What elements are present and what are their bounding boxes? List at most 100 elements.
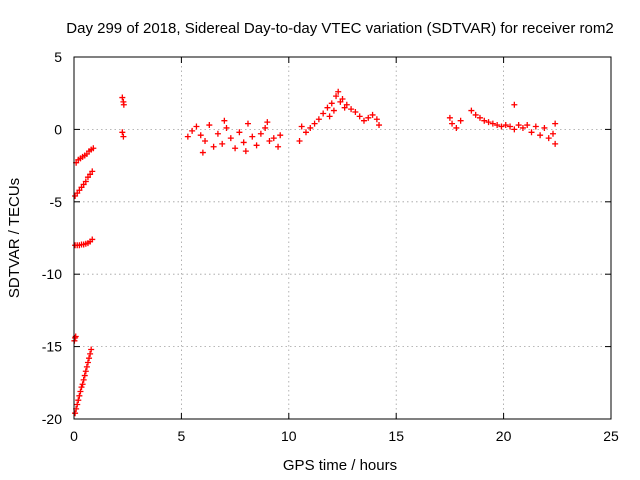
data-point — [221, 117, 228, 124]
data-point — [511, 101, 518, 108]
data-point — [315, 116, 322, 123]
data-point — [511, 126, 518, 133]
data-points — [71, 88, 559, 417]
data-point — [232, 145, 239, 152]
data-point — [270, 135, 277, 142]
tick-labels: 0 5 10 15 20 25 -20 -15 -10 -5 0 5 — [42, 49, 619, 444]
data-point — [76, 392, 83, 399]
data-point — [356, 113, 363, 120]
data-point — [457, 117, 464, 124]
data-point — [88, 346, 95, 353]
data-point — [89, 236, 96, 243]
data-point — [324, 104, 331, 111]
x-tick-label: 0 — [70, 428, 78, 444]
x-tick-label: 15 — [388, 428, 404, 444]
data-point — [83, 363, 90, 370]
data-point — [189, 127, 196, 134]
y-tick-label: -15 — [42, 339, 62, 355]
data-point — [373, 116, 380, 123]
data-point — [335, 88, 342, 95]
data-point — [502, 122, 509, 129]
data-point — [468, 107, 475, 114]
data-point — [330, 107, 337, 114]
series-arc-h — [296, 88, 383, 144]
data-point — [545, 135, 552, 142]
data-point — [257, 130, 264, 137]
x-tick-label: 25 — [603, 428, 619, 444]
data-point — [524, 122, 531, 129]
y-tick-label: -10 — [42, 266, 62, 282]
data-point — [74, 401, 81, 408]
data-point — [82, 178, 89, 185]
data-point — [307, 124, 314, 131]
data-point — [365, 114, 372, 121]
data-point — [120, 101, 127, 108]
data-point — [552, 140, 559, 147]
data-point — [240, 139, 247, 146]
data-point — [214, 130, 221, 137]
data-point — [360, 117, 367, 124]
series-arc-g — [184, 117, 284, 156]
series-arc-e — [73, 145, 97, 166]
data-point — [202, 137, 209, 144]
data-point — [550, 130, 557, 137]
data-point — [223, 124, 230, 131]
data-point — [206, 122, 213, 129]
data-point — [532, 123, 539, 130]
data-point — [119, 129, 126, 136]
data-point — [197, 132, 204, 139]
y-tick-label: 5 — [54, 49, 62, 65]
data-point — [275, 143, 282, 150]
data-point — [75, 397, 82, 404]
data-point — [81, 372, 88, 379]
data-point — [219, 140, 226, 147]
data-point — [337, 98, 344, 105]
data-point — [210, 143, 217, 150]
data-point — [119, 94, 126, 101]
data-point — [507, 123, 514, 130]
data-point — [72, 410, 79, 417]
data-point — [87, 350, 94, 357]
x-tick-label: 20 — [496, 428, 512, 444]
data-point — [328, 100, 335, 107]
x-axis-title: GPS time / hours — [283, 457, 397, 474]
data-point — [184, 133, 191, 140]
series-arc-d — [72, 168, 96, 200]
data-point — [541, 124, 548, 131]
data-point — [262, 124, 269, 131]
data-point — [236, 129, 243, 136]
series-arc-f — [119, 94, 127, 140]
y-tick-label: -20 — [42, 411, 62, 427]
data-point — [485, 119, 492, 126]
data-point — [489, 120, 496, 127]
data-point — [90, 145, 97, 152]
data-point — [199, 149, 206, 156]
y-tick-label: 0 — [54, 121, 62, 137]
data-point — [266, 137, 273, 144]
data-point — [320, 110, 327, 117]
data-point — [79, 381, 86, 388]
data-point — [481, 117, 488, 124]
data-point — [298, 123, 305, 130]
series-arc-b — [71, 333, 79, 344]
data-point — [453, 124, 460, 131]
data-point — [472, 111, 479, 118]
data-point — [333, 93, 340, 100]
data-point — [348, 106, 355, 113]
data-point — [376, 122, 383, 129]
data-point — [253, 142, 260, 149]
plot-frame — [73, 56, 612, 420]
data-point — [242, 148, 249, 155]
data-point — [244, 120, 251, 127]
data-point — [498, 123, 505, 130]
data-point — [352, 109, 359, 116]
x-tick-label: 10 — [281, 428, 297, 444]
series-arc-i — [446, 101, 559, 147]
series-arc-c — [72, 236, 96, 249]
series-arc-a — [72, 346, 95, 417]
data-point — [86, 355, 93, 362]
data-point — [528, 129, 535, 136]
data-point — [277, 132, 284, 139]
data-point — [302, 129, 309, 136]
data-point — [537, 132, 544, 139]
